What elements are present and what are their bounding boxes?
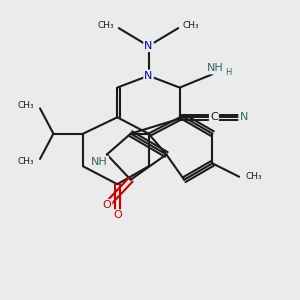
Text: H: H xyxy=(226,68,232,77)
Text: CH₃: CH₃ xyxy=(17,158,34,166)
Text: NH: NH xyxy=(207,63,224,73)
Text: CH₃: CH₃ xyxy=(98,21,114,30)
Text: O: O xyxy=(113,210,122,220)
Text: NH: NH xyxy=(91,157,108,167)
Text: C: C xyxy=(210,112,218,122)
Text: CH₃: CH₃ xyxy=(183,21,199,30)
Text: O: O xyxy=(103,200,111,210)
Text: N: N xyxy=(239,112,248,122)
Text: N: N xyxy=(144,41,153,51)
Text: CH₃: CH₃ xyxy=(245,172,262,181)
Text: CH₃: CH₃ xyxy=(17,101,34,110)
Text: N: N xyxy=(144,71,153,81)
